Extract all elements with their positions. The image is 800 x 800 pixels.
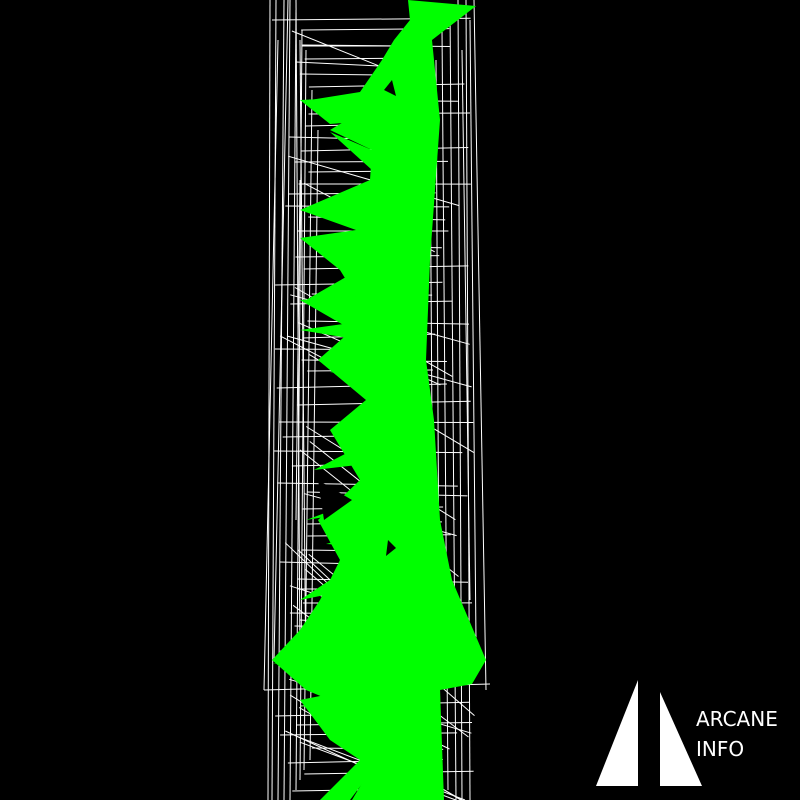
wireframe-edge — [267, 0, 271, 800]
wireframe-edge — [271, 0, 277, 800]
green-mesh-face — [306, 262, 372, 300]
wireframe-edge — [263, 39, 279, 691]
logo-text-line-1: ARCANE — [696, 707, 778, 731]
green-mesh-face — [300, 96, 392, 124]
arcane-info-logo: ARCANE INFO — [594, 680, 794, 790]
green-mesh-face — [314, 440, 372, 470]
wireframe-edge — [299, 39, 307, 691]
green-mesh-face — [330, 132, 372, 170]
green-fill-mesh — [272, 0, 486, 800]
logo-sails-icon — [596, 680, 702, 786]
mesh-gap — [386, 540, 396, 556]
green-mesh-face — [300, 560, 360, 600]
green-mesh-face — [300, 700, 414, 720]
green-mesh-face — [272, 640, 380, 664]
green-mesh-face — [330, 360, 400, 384]
wireframe-edge — [469, 19, 477, 641]
green-mesh-face — [300, 320, 372, 340]
wireframe-edge — [273, 0, 289, 661]
logo-text-line-2: INFO — [696, 737, 745, 761]
wireframe-edge — [283, 0, 291, 800]
green-mesh-face — [306, 200, 380, 232]
wireframe-edge — [473, 0, 487, 691]
wireframe-edge — [295, 179, 301, 521]
wireframe-edge — [461, 49, 471, 601]
mesh-gap — [318, 480, 352, 520]
mesh-gap — [384, 80, 396, 96]
green-mesh-face — [272, 0, 486, 800]
wireframe-edge — [277, 0, 285, 800]
